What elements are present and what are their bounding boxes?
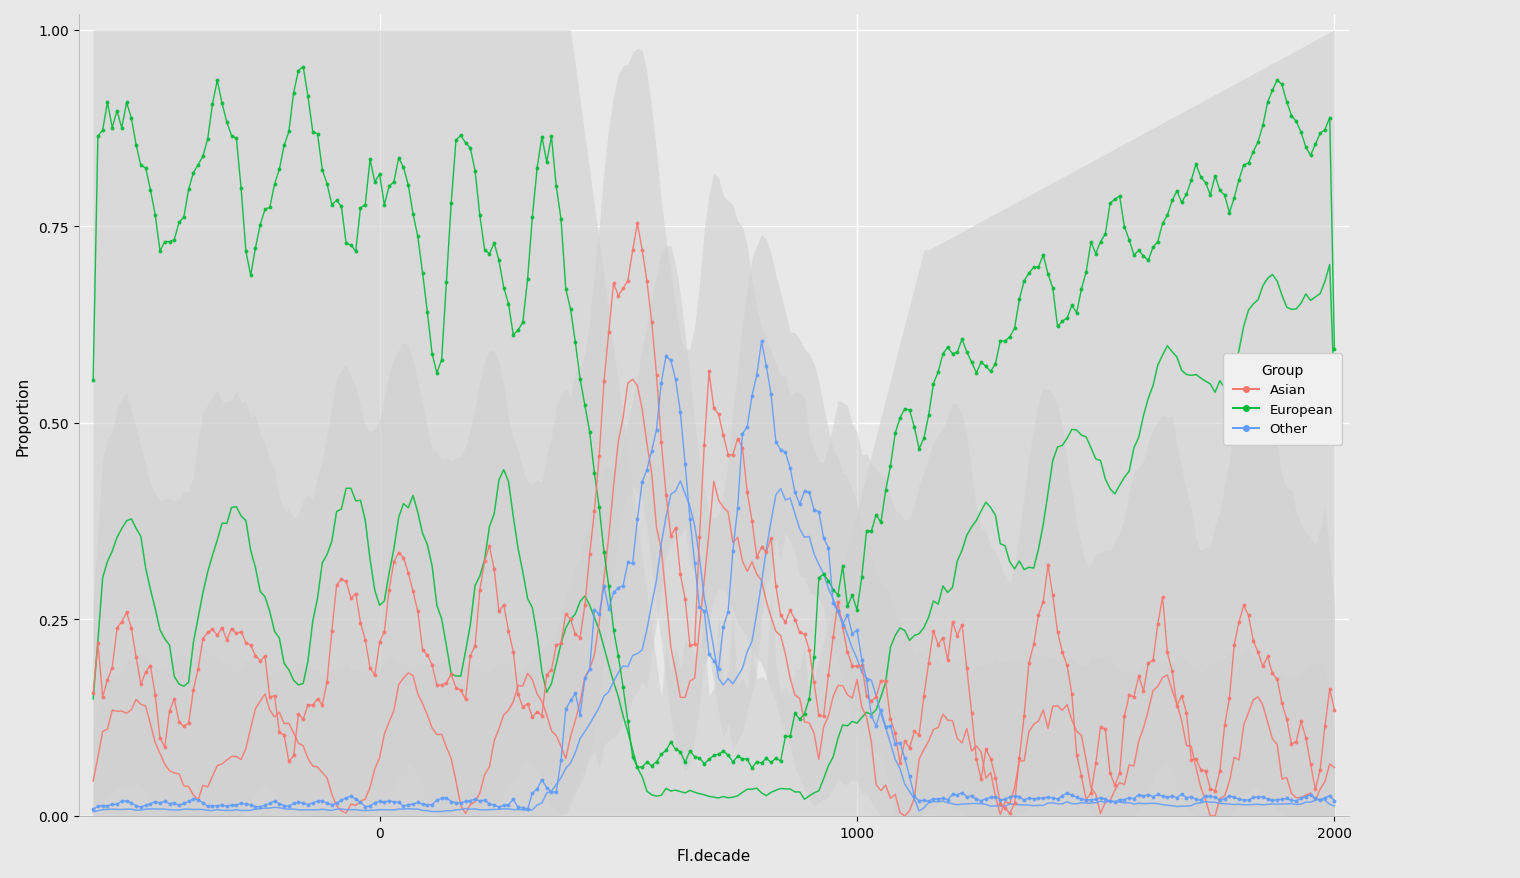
X-axis label: Fl.decade: Fl.decade xyxy=(676,848,751,863)
Legend: Asian, European, Other: Asian, European, Other xyxy=(1224,354,1342,445)
Y-axis label: Proportion: Proportion xyxy=(15,376,30,455)
